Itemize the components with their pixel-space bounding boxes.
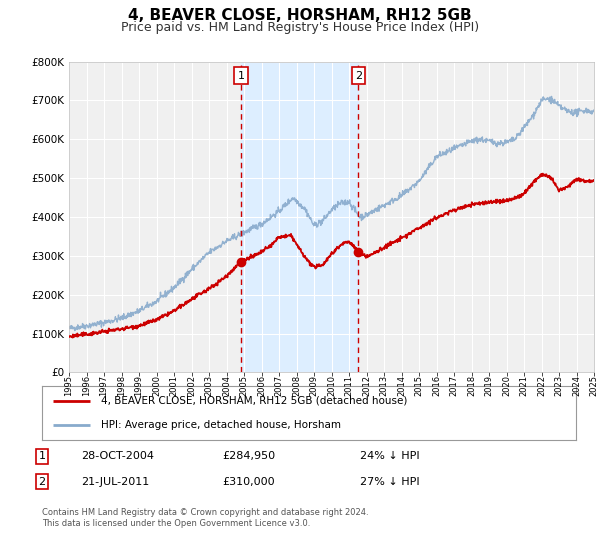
Text: 2019: 2019 <box>485 375 494 396</box>
Text: 2: 2 <box>355 71 362 81</box>
Text: 2010: 2010 <box>327 375 336 396</box>
Text: 21-JUL-2011: 21-JUL-2011 <box>81 477 149 487</box>
Text: £284,950: £284,950 <box>222 451 275 461</box>
Text: 2001: 2001 <box>170 375 179 396</box>
Text: 2008: 2008 <box>292 375 301 396</box>
Text: 2013: 2013 <box>380 375 389 396</box>
Text: Contains HM Land Registry data © Crown copyright and database right 2024.
This d: Contains HM Land Registry data © Crown c… <box>42 508 368 528</box>
Text: 2006: 2006 <box>257 375 266 396</box>
Text: 1997: 1997 <box>100 375 109 396</box>
Text: 27% ↓ HPI: 27% ↓ HPI <box>360 477 419 487</box>
Text: 2025: 2025 <box>589 375 599 396</box>
Text: 2000: 2000 <box>152 375 161 396</box>
Text: 2023: 2023 <box>554 375 563 396</box>
Text: 2021: 2021 <box>520 375 529 396</box>
Text: 28-OCT-2004: 28-OCT-2004 <box>81 451 154 461</box>
Text: 1996: 1996 <box>82 375 91 396</box>
Text: 1: 1 <box>38 451 46 461</box>
Text: 2: 2 <box>38 477 46 487</box>
Text: 2007: 2007 <box>275 375 284 396</box>
Text: 2004: 2004 <box>222 375 231 396</box>
Text: Price paid vs. HM Land Registry's House Price Index (HPI): Price paid vs. HM Land Registry's House … <box>121 21 479 34</box>
Text: 24% ↓ HPI: 24% ↓ HPI <box>360 451 419 461</box>
Text: 2014: 2014 <box>397 375 406 396</box>
Text: 2012: 2012 <box>362 375 371 396</box>
Text: 2017: 2017 <box>449 375 458 396</box>
Bar <box>241 62 358 372</box>
Text: 2003: 2003 <box>205 375 214 396</box>
Text: 1995: 1995 <box>65 375 74 396</box>
Text: 2011: 2011 <box>344 375 353 396</box>
Text: 2002: 2002 <box>187 375 196 396</box>
Text: 1999: 1999 <box>134 375 143 396</box>
Text: 2018: 2018 <box>467 375 476 396</box>
Text: 4, BEAVER CLOSE, HORSHAM, RH12 5GB (detached house): 4, BEAVER CLOSE, HORSHAM, RH12 5GB (deta… <box>101 396 407 406</box>
Text: £310,000: £310,000 <box>222 477 275 487</box>
Text: 2020: 2020 <box>502 375 511 396</box>
Text: 1998: 1998 <box>117 375 126 396</box>
Text: 2009: 2009 <box>310 375 319 396</box>
Text: 1: 1 <box>238 71 244 81</box>
Text: 2022: 2022 <box>537 375 546 396</box>
Text: 2015: 2015 <box>415 375 424 396</box>
Text: 2005: 2005 <box>239 375 248 396</box>
Text: HPI: Average price, detached house, Horsham: HPI: Average price, detached house, Hors… <box>101 420 341 430</box>
Text: 2024: 2024 <box>572 375 581 396</box>
Text: 4, BEAVER CLOSE, HORSHAM, RH12 5GB: 4, BEAVER CLOSE, HORSHAM, RH12 5GB <box>128 8 472 24</box>
Text: 2016: 2016 <box>432 375 441 396</box>
